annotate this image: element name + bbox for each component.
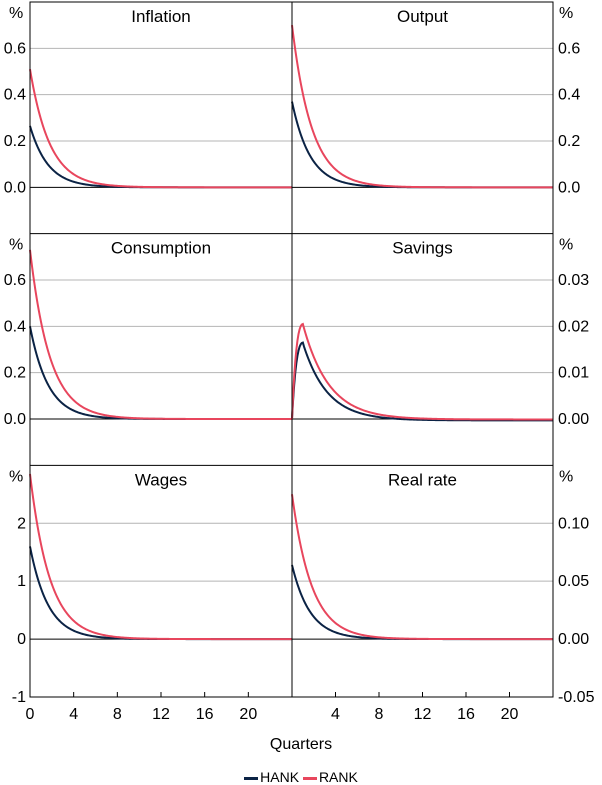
panel-real-rate — [291, 494, 553, 698]
panel-inflation — [29, 47, 292, 189]
x-tick-label-0-0: 0 — [26, 706, 35, 723]
x-tick-label-1-2: 8 — [375, 706, 384, 723]
inflation-y-tick-label-2: 0.4 — [4, 87, 26, 104]
wages-series-hank — [29, 546, 292, 641]
inflation-y-tick-label-3: 0.6 — [4, 40, 26, 57]
x-tick-label-0-4: 16 — [196, 706, 214, 723]
inflation-series-rank — [29, 69, 292, 189]
real-rate-y-tick-label-0: -0.05 — [558, 689, 595, 706]
real-rate-y-tick-label-3: 0.10 — [558, 515, 589, 532]
wages-y-tick-label-2: 1 — [17, 573, 26, 590]
real-rate-y-tick-label-1: 0.00 — [558, 631, 589, 648]
savings-y-tick-label-2: 0.02 — [558, 318, 589, 335]
x-tick-label-1-5: 20 — [501, 706, 519, 723]
inflation-title: Inflation — [131, 7, 191, 26]
panel-consumption — [29, 249, 292, 420]
wages-y-tick-label-0: -1 — [12, 689, 26, 706]
wages-unit-label: % — [9, 468, 23, 485]
consumption-series-rank — [29, 249, 292, 420]
wages-y-tick-label-1: 0 — [17, 631, 26, 648]
consumption-unit-label: % — [9, 237, 23, 254]
output-y-tick-label-2: 0.4 — [558, 87, 580, 104]
wages-y-tick-label-3: 2 — [17, 515, 26, 532]
output-title: Output — [397, 7, 448, 26]
legend-item-hank: HANK — [244, 769, 299, 785]
consumption-y-tick-label-1: 0.2 — [4, 365, 26, 382]
inflation-y-tick-label-1: 0.2 — [4, 133, 26, 150]
x-tick-label-0-5: 20 — [239, 706, 257, 723]
legend-label-rank: RANK — [318, 769, 358, 785]
output-y-tick-label-3: 0.6 — [558, 40, 580, 57]
consumption-title: Consumption — [111, 239, 211, 258]
inflation-y-tick-label-0: 0.0 — [4, 179, 26, 196]
real-rate-unit-label: % — [559, 468, 573, 485]
inflation-series-hank — [29, 125, 292, 189]
consumption-y-tick-label-0: 0.0 — [4, 411, 26, 428]
real-rate-y-tick-label-2: 0.05 — [558, 573, 589, 590]
savings-y-tick-label-3: 0.03 — [558, 272, 589, 289]
wages-series-rank — [29, 473, 292, 641]
x-axis-label: Quarters — [269, 736, 333, 753]
output-y-tick-label-1: 0.2 — [558, 133, 580, 150]
inflation-unit-label: % — [9, 5, 23, 22]
savings-unit-label: % — [559, 237, 573, 254]
legend: HANK RANK — [0, 768, 602, 785]
output-series-rank — [291, 25, 553, 189]
real-rate-series-rank — [291, 494, 553, 641]
real-rate-title: Real rate — [388, 470, 457, 489]
legend-swatch-hank — [244, 777, 259, 781]
output-unit-label: % — [559, 5, 573, 22]
savings-series-rank — [291, 322, 553, 421]
real-rate-series-hank — [291, 564, 553, 641]
savings-series-hank — [291, 341, 553, 422]
panel-output — [291, 25, 553, 189]
x-tick-label-0-3: 12 — [152, 706, 170, 723]
x-tick-label-0-1: 4 — [69, 706, 78, 723]
x-tick-label-0-2: 8 — [113, 706, 122, 723]
consumption-y-tick-label-3: 0.6 — [4, 272, 26, 289]
x-tick-label-1-1: 4 — [331, 706, 340, 723]
savings-y-tick-label-1: 0.01 — [558, 365, 589, 382]
panel-wages — [29, 473, 292, 698]
savings-y-tick-label-0: 0.00 — [558, 411, 589, 428]
consumption-y-tick-label-2: 0.4 — [4, 318, 26, 335]
legend-swatch-rank — [302, 777, 317, 781]
x-tick-label-1-3: 12 — [414, 706, 432, 723]
wages-title: Wages — [135, 470, 187, 489]
output-y-tick-label-0: 0.0 — [558, 179, 580, 196]
savings-title: Savings — [392, 239, 452, 258]
legend-item-rank: RANK — [302, 769, 358, 785]
output-series-hank — [291, 101, 553, 189]
legend-label-hank: HANK — [260, 769, 300, 785]
panel-savings — [291, 279, 553, 422]
x-tick-label-1-4: 16 — [457, 706, 475, 723]
